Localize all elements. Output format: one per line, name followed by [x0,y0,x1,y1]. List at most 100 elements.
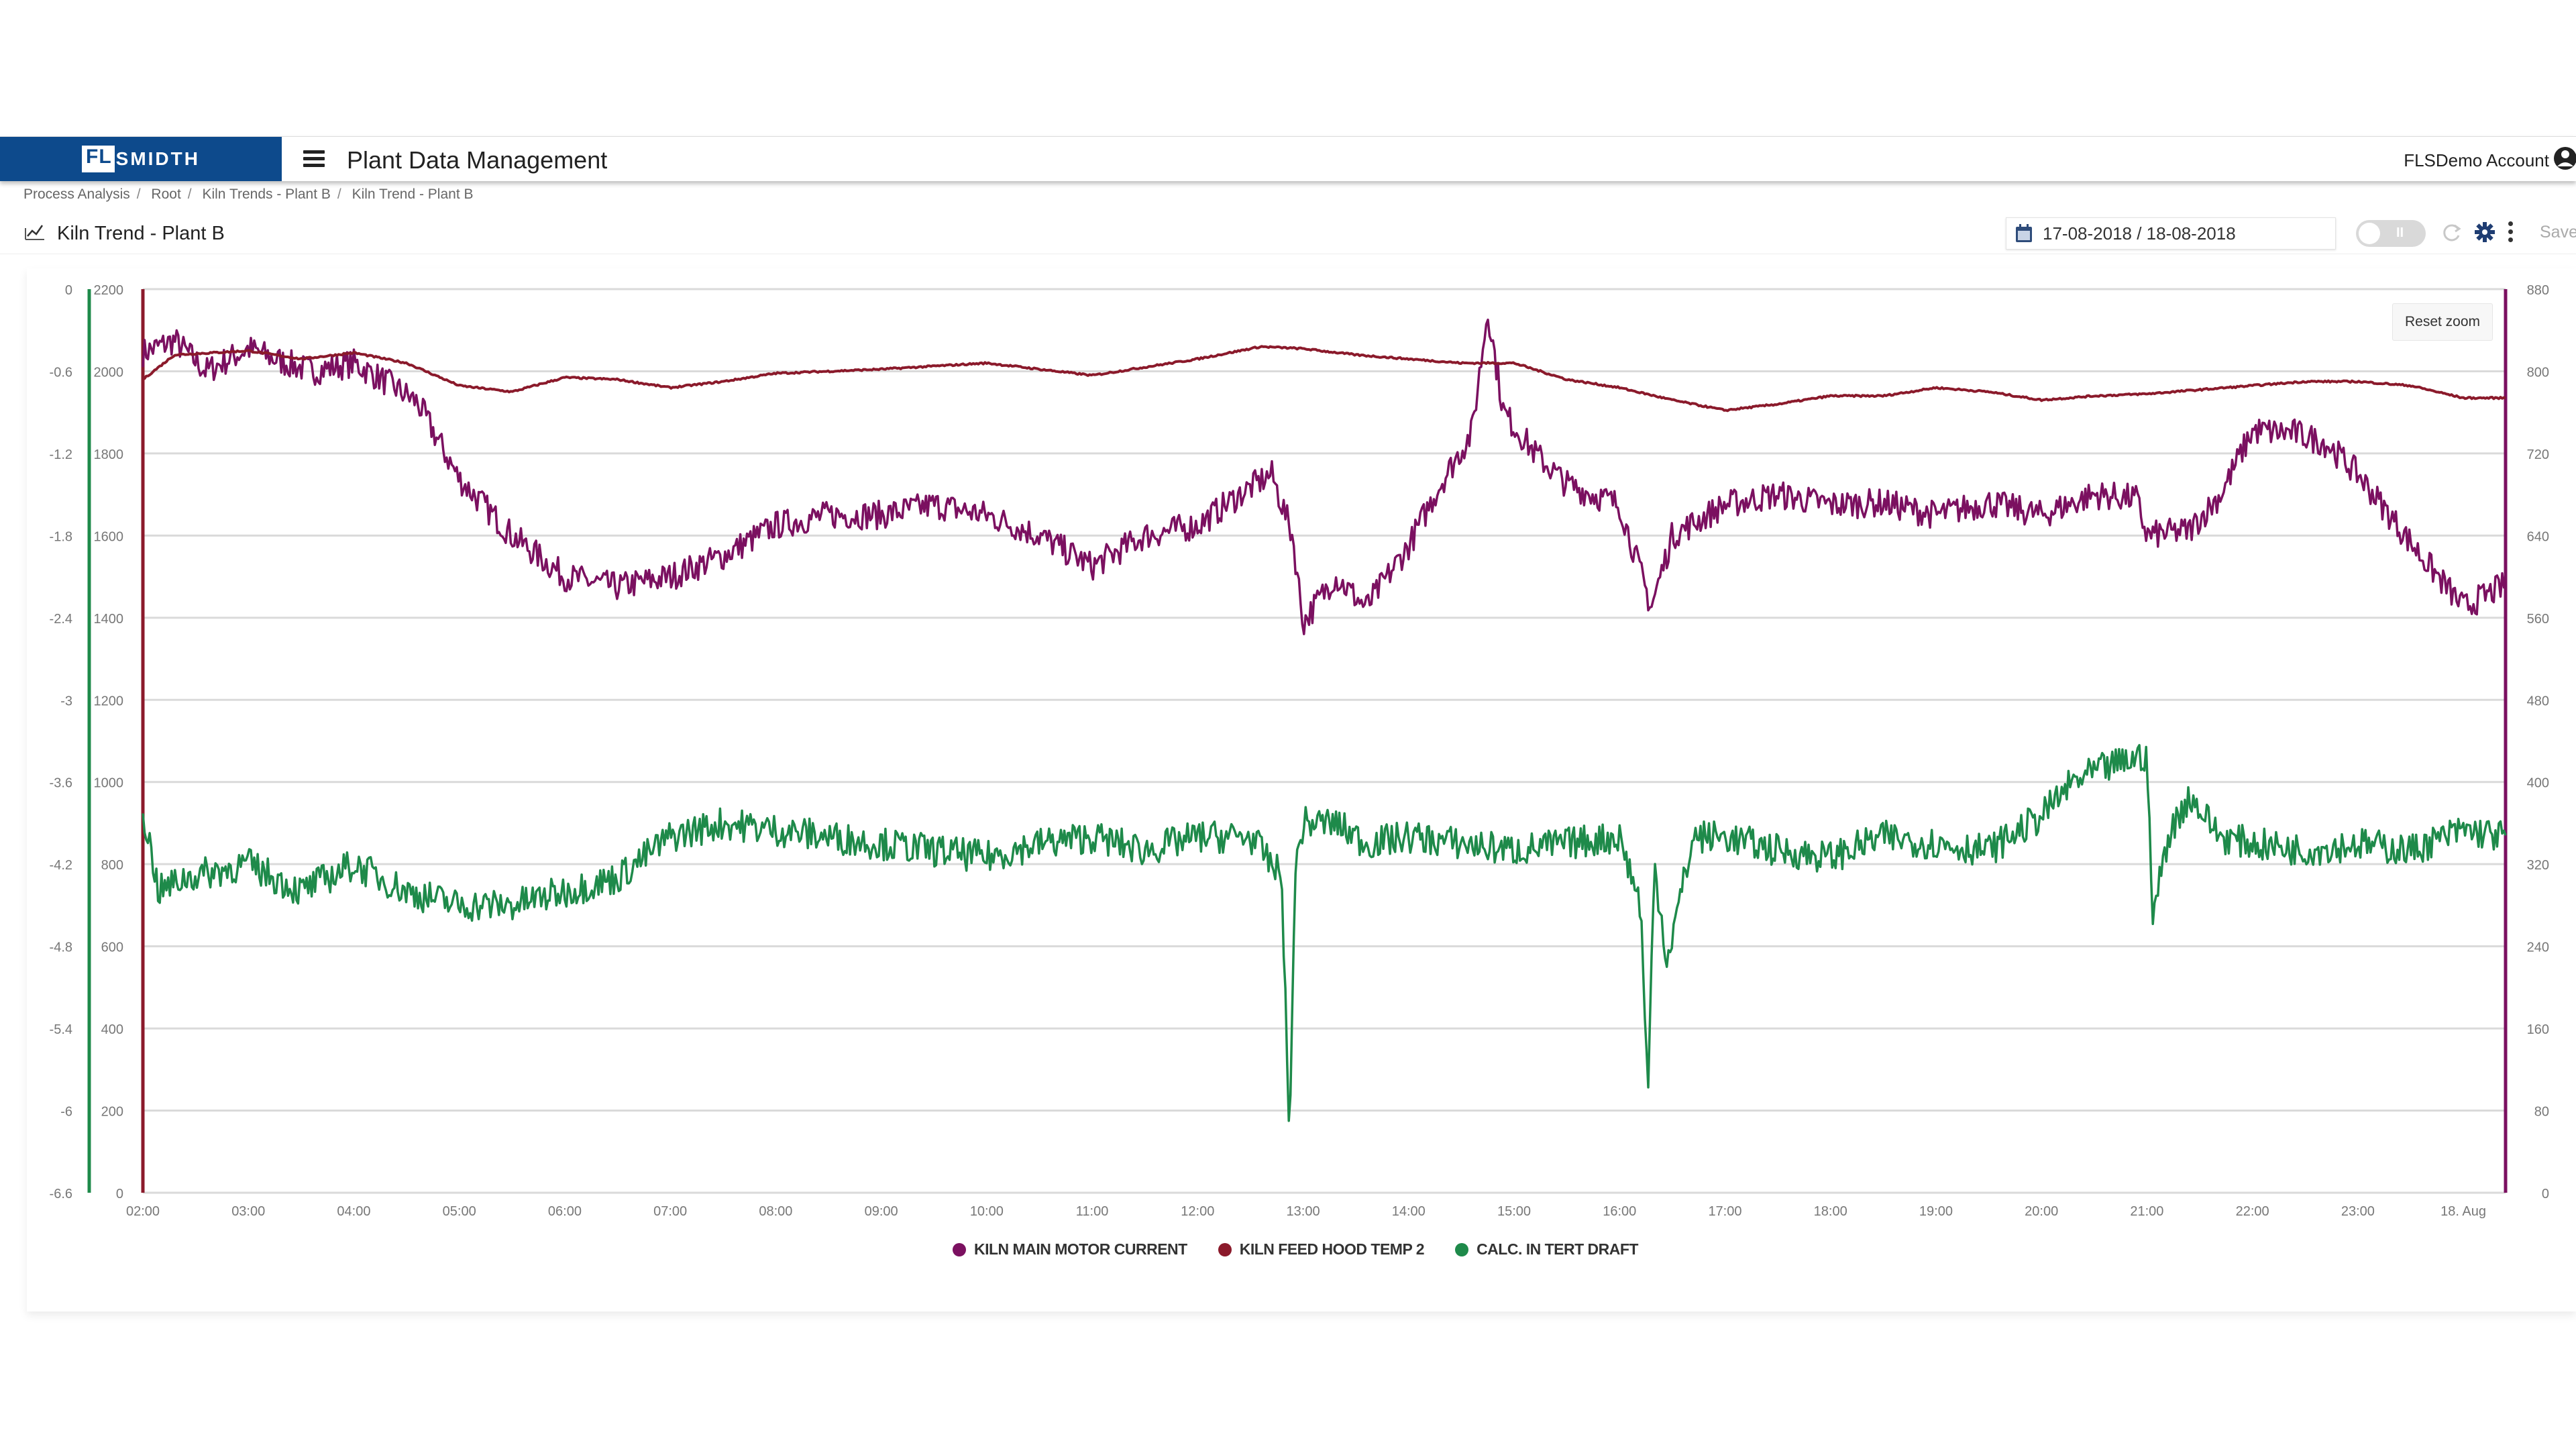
svg-text:07:00: 07:00 [653,1204,687,1219]
breadcrumb-item[interactable]: Kiln Trends - Plant B [202,186,331,202]
svg-text:11:00: 11:00 [1076,1204,1109,1219]
toggle-pause-label: II [2396,225,2404,240]
breadcrumb-item-current[interactable]: Kiln Trend - Plant B [352,186,474,202]
svg-text:14:00: 14:00 [1392,1204,1426,1219]
svg-text:18:00: 18:00 [1814,1204,1847,1219]
svg-text:12:00: 12:00 [1181,1204,1214,1219]
page-title: Kiln Trend - Plant B [57,223,225,244]
svg-text:16:00: 16:00 [1603,1204,1636,1219]
legend-label: KILN MAIN MOTOR CURRENT [974,1240,1187,1258]
svg-text:640: 640 [2527,529,2549,544]
svg-text:0: 0 [116,1187,123,1201]
svg-text:-6.6: -6.6 [50,1187,72,1201]
app-header: FL SMIDTH Plant Data Management FLSDemo … [0,136,2576,181]
chart-gridlines [143,288,2506,1194]
svg-text:2200: 2200 [94,283,124,298]
line-chart-icon [25,225,44,240]
svg-text:600: 600 [101,941,123,955]
breadcrumb-separator: / [337,186,341,202]
svg-text:240: 240 [2527,941,2549,955]
svg-text:09:00: 09:00 [865,1204,898,1219]
legend-marker-icon [1218,1242,1232,1256]
svg-text:15:00: 15:00 [1497,1204,1531,1219]
svg-text:-0.6: -0.6 [50,365,72,380]
chart-series [142,318,2507,1122]
top-blank-area [0,0,2576,134]
page-titlebar: Kiln Trend - Plant B 17-08-2018 / 18-08-… [0,213,2576,254]
date-range-value: 17-08-2018 / 18-08-2018 [2043,223,2236,244]
live-mode-toggle[interactable]: II [2356,220,2426,247]
svg-text:19:00: 19:00 [1919,1204,1953,1219]
svg-text:03:00: 03:00 [231,1204,265,1219]
svg-text:800: 800 [2527,365,2549,380]
more-options-icon[interactable] [2506,221,2514,244]
svg-text:0: 0 [65,283,72,298]
legend-marker-icon [1455,1242,1469,1256]
reset-zoom-button[interactable]: Reset zoom [2392,303,2493,341]
calendar-icon [2016,224,2032,242]
svg-text:-2.4: -2.4 [50,612,72,627]
svg-text:17:00: 17:00 [1708,1204,1741,1219]
svg-text:-1.8: -1.8 [50,529,72,544]
svg-text:-5.4: -5.4 [50,1022,72,1037]
breadcrumb-item[interactable]: Process Analysis [23,186,130,202]
toggle-knob [2359,223,2380,244]
svg-text:480: 480 [2527,694,2549,708]
svg-text:-4.2: -4.2 [50,858,72,873]
chart-axes: 0 2200 880-0.6 2000 800-1.2 1800 720-1.8 1600 64… [50,283,2549,1219]
svg-text:-4.8: -4.8 [50,941,72,955]
legend-marker-icon [953,1242,966,1256]
legend-label: KILN FEED HOOD TEMP 2 [1239,1240,1425,1258]
svg-text:13:00: 13:00 [1287,1204,1320,1219]
legend-item-tert-draft[interactable]: CALC. IN TERT DRAFT [1455,1240,1638,1258]
gear-icon[interactable] [2474,221,2496,243]
svg-text:-1.2: -1.2 [50,447,72,462]
account-user-icon[interactable] [2552,145,2576,172]
svg-text:04:00: 04:00 [337,1204,370,1219]
svg-text:720: 720 [2527,447,2549,462]
app-title: Plant Data Management [347,146,608,174]
svg-text:08:00: 08:00 [759,1204,792,1219]
svg-text:22:00: 22:00 [2236,1204,2269,1219]
svg-text:10:00: 10:00 [970,1204,1004,1219]
svg-text:400: 400 [101,1022,123,1037]
svg-text:20:00: 20:00 [2025,1204,2058,1219]
svg-text:80: 80 [2534,1105,2549,1120]
breadcrumb-item[interactable]: Root [151,186,181,202]
breadcrumb: Process Analysis / Root / Kiln Trends - Pl… [23,186,474,203]
svg-text:800: 800 [101,858,123,873]
chart-card [27,268,2576,1311]
svg-text:23:00: 23:00 [2341,1204,2375,1219]
svg-text:560: 560 [2527,612,2549,627]
logo-fl-mark: FL [82,146,115,172]
svg-text:02:00: 02:00 [126,1204,160,1219]
svg-text:1200: 1200 [94,694,124,708]
legend-item-feed-hood-temp[interactable]: KILN FEED HOOD TEMP 2 [1218,1240,1425,1258]
svg-text:-3: -3 [60,694,72,708]
svg-text:880: 880 [2527,283,2549,298]
svg-text:160: 160 [2527,1022,2549,1037]
svg-text:06:00: 06:00 [548,1204,582,1219]
breadcrumb-separator: / [187,186,192,202]
svg-text:0: 0 [2542,1187,2549,1201]
flsmidth-logo-icon: FL SMIDTH [82,146,200,172]
svg-text:05:00: 05:00 [443,1204,476,1219]
svg-text:1400: 1400 [94,612,124,627]
svg-text:200: 200 [101,1105,123,1120]
svg-text:-3.6: -3.6 [50,776,72,791]
svg-text:1800: 1800 [94,447,124,462]
save-button[interactable]: Save [2540,223,2576,242]
brand-logo[interactable]: FL SMIDTH [0,137,282,181]
svg-text:400: 400 [2527,776,2549,791]
account-name[interactable]: FLSDemo Account [2404,150,2549,170]
svg-text:2000: 2000 [94,365,124,380]
legend-item-motor-current[interactable]: KILN MAIN MOTOR CURRENT [953,1240,1187,1258]
refresh-icon[interactable] [2442,223,2462,243]
svg-text:18. Aug: 18. Aug [2440,1204,2486,1219]
legend-label: CALC. IN TERT DRAFT [1477,1240,1638,1258]
svg-text:1600: 1600 [94,529,124,544]
date-range-picker[interactable]: 17-08-2018 / 18-08-2018 [2006,217,2336,250]
logo-wordmark: SMIDTH [115,148,200,169]
hamburger-menu-icon[interactable] [303,150,325,168]
